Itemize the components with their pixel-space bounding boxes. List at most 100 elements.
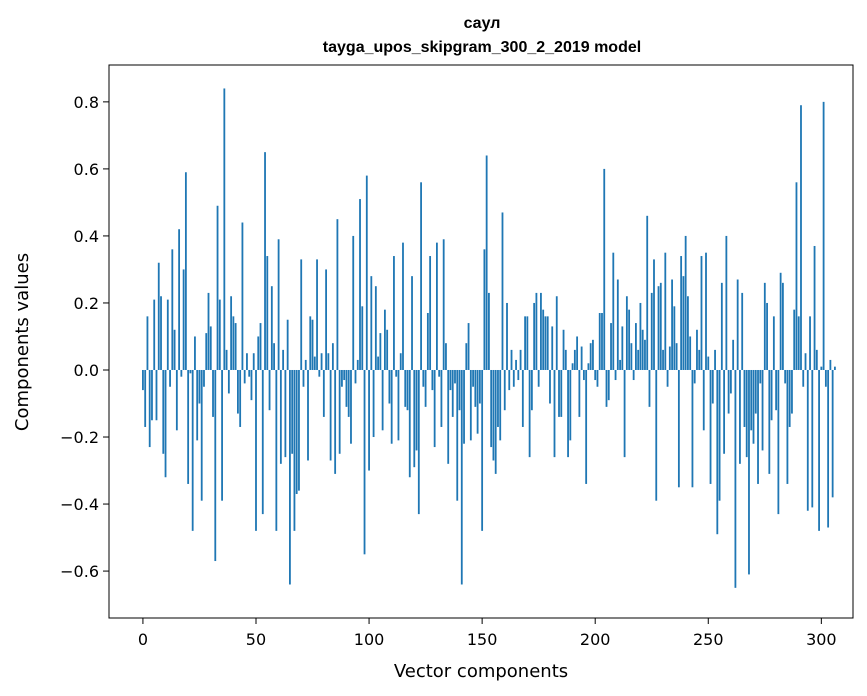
y-tick-label: 0.6 [74,160,99,179]
bar [628,309,631,370]
bar [270,286,273,370]
y-tick-label: 0.0 [74,361,99,380]
bar [499,369,502,441]
bar [646,215,649,370]
bar [363,369,366,555]
bar [146,316,149,370]
bar [834,366,836,370]
bar [325,269,327,370]
bar [820,366,823,370]
bar [331,343,334,370]
bar [528,369,531,458]
bar [745,369,748,458]
bar [501,212,504,370]
bar [182,269,185,370]
bar [343,369,346,381]
bar [687,296,689,370]
bar [404,369,407,407]
bar [341,369,343,387]
bar [530,369,533,411]
bar [675,343,678,370]
bar [327,353,330,370]
bar [711,369,714,404]
y-tick-label: 0.2 [74,294,99,313]
bar [356,359,359,370]
bar [361,306,364,370]
bar [668,346,671,370]
bar [748,369,750,575]
bar [741,292,744,370]
bar [402,242,404,370]
bar [200,369,203,501]
x-tick-label: 50 [246,630,266,649]
bar [164,369,167,478]
x-tick-label: 0 [138,630,148,649]
bar [286,319,289,370]
bar [417,369,420,515]
bar [291,369,294,454]
bar [334,369,337,474]
bar [347,369,350,417]
bar [630,343,633,370]
bar [205,333,208,370]
bar [831,369,834,498]
bar [791,369,793,414]
bar [295,369,298,494]
bar [691,369,694,488]
bar [377,356,380,370]
bar [157,262,160,370]
bar [153,299,156,370]
bar [718,369,721,501]
bar [752,369,755,444]
bar [508,369,511,391]
bar [519,349,522,370]
bar [601,313,603,370]
bar [399,353,402,370]
bar [612,252,615,370]
bar [318,369,321,377]
bar [365,175,368,370]
bar [720,282,723,370]
bar [209,326,212,370]
bar [180,369,183,377]
y-tick-label: −0.2 [60,428,99,447]
bar [216,205,219,370]
chart-title: саул [464,15,501,32]
bar [395,369,398,377]
bar [187,369,190,484]
bar [641,329,644,370]
bar [648,369,651,407]
bar [485,155,488,370]
bar [551,326,554,370]
x-axis-label: Vector components [394,661,568,682]
bar [585,369,588,484]
bar [707,356,710,370]
bar [304,359,307,370]
bar [241,222,244,370]
bar [535,292,538,370]
bar [259,323,262,370]
bar [524,316,526,370]
bar [580,346,583,370]
bar [784,369,787,384]
bar [781,282,784,370]
bar [411,276,413,370]
y-axis-label: Components values [12,253,33,431]
bar [571,363,574,370]
bar [795,182,798,370]
bar [757,369,759,484]
bar [393,256,395,370]
bar [763,282,766,370]
bar [406,369,409,411]
bar [160,296,162,370]
bar [759,369,762,384]
bar [770,369,773,421]
bar [813,245,816,370]
bar [460,369,463,585]
bar [558,369,560,417]
bar [594,369,597,381]
bar [589,343,592,370]
bar [397,369,400,441]
bar [811,369,814,508]
bar [725,235,728,370]
